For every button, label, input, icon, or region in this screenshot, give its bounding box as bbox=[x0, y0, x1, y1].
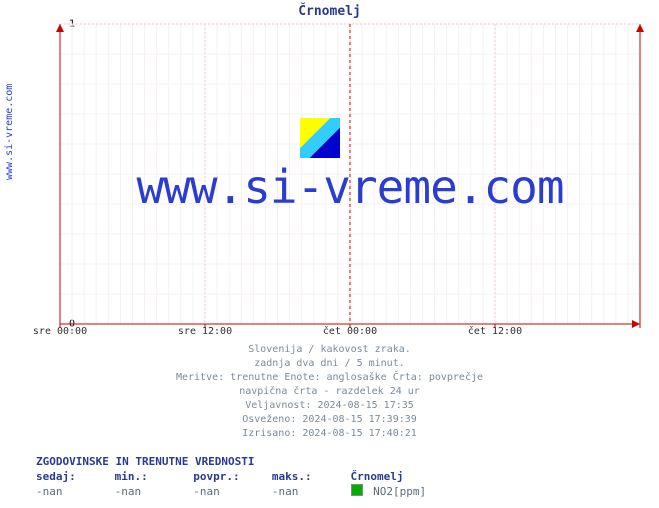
x-axis-ticks: sre 00:00 sre 12:00 čet 00:00 čet 12:00 bbox=[60, 326, 640, 340]
legend-color-icon bbox=[351, 484, 363, 496]
caption-line: Izrisano: 2024-08-15 17:40:21 bbox=[0, 428, 659, 439]
chart-title: Črnomelj bbox=[0, 4, 659, 19]
stats-value-row: -nan -nan -nan -nan NO2[ppm] bbox=[36, 484, 426, 499]
legend-label: NO2[ppm] bbox=[373, 484, 426, 499]
caption-line: zadnja dva dni / 5 minut. bbox=[0, 358, 659, 369]
y-axis-label: www.si-vreme.com bbox=[4, 84, 15, 180]
val-maks: -nan bbox=[272, 484, 344, 499]
x-tick-1: sre 12:00 bbox=[178, 326, 232, 337]
col-maks: maks.: bbox=[272, 469, 344, 484]
val-sedaj: -nan bbox=[36, 484, 108, 499]
caption-line: Slovenija / kakovost zraka. bbox=[0, 344, 659, 355]
val-min: -nan bbox=[115, 484, 187, 499]
x-tick-2: čet 00:00 bbox=[323, 326, 377, 337]
val-povpr: -nan bbox=[193, 484, 265, 499]
watermark-logo bbox=[300, 118, 340, 158]
caption-line: navpična črta - razdelek 24 ur bbox=[0, 386, 659, 397]
col-sedaj: sedaj: bbox=[36, 469, 108, 484]
col-povpr: povpr.: bbox=[193, 469, 265, 484]
chart-container: Črnomelj www.si-vreme.com 1 0 www.si-vre… bbox=[0, 0, 659, 508]
col-min: min.: bbox=[115, 469, 187, 484]
stats-table: ZGODOVINSKE IN TRENUTNE VREDNOSTI sedaj:… bbox=[36, 454, 426, 499]
stats-header-row: sedaj: min.: povpr.: maks.: Črnomelj bbox=[36, 469, 426, 484]
caption-line: Veljavnost: 2024-08-15 17:35 bbox=[0, 400, 659, 411]
col-location: Črnomelj bbox=[351, 469, 404, 484]
caption-line: Osveženo: 2024-08-15 17:39:39 bbox=[0, 414, 659, 425]
x-tick-3: čet 12:00 bbox=[468, 326, 522, 337]
x-tick-0: sre 00:00 bbox=[33, 326, 87, 337]
watermark-text: www.si-vreme.com bbox=[60, 160, 640, 214]
stats-title: ZGODOVINSKE IN TRENUTNE VREDNOSTI bbox=[36, 454, 426, 469]
caption-line: Meritve: trenutne Enote: anglosaške Črta… bbox=[0, 372, 659, 383]
